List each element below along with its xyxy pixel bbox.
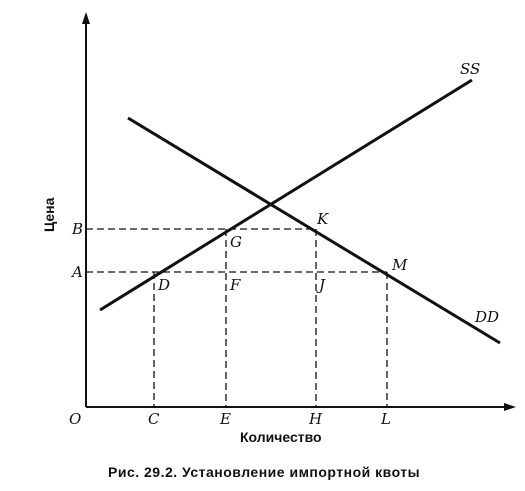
- point-label-f: F: [229, 276, 241, 294]
- point-label-k: K: [316, 210, 329, 228]
- quantity-label-e: E: [219, 410, 231, 428]
- price-label-a: A: [70, 263, 83, 281]
- point-label-m: M: [391, 256, 408, 274]
- point-label-j: J: [316, 276, 326, 294]
- y-axis-title: Цена: [41, 197, 57, 232]
- point-label-d: D: [157, 276, 170, 294]
- price-label-b: B: [71, 220, 83, 238]
- supply-curve: [99, 78, 473, 312]
- point-label-g: G: [230, 233, 242, 251]
- quantity-label-l: L: [380, 410, 391, 428]
- axes: [85, 16, 512, 408]
- quantity-label-c: C: [148, 410, 160, 428]
- supply-label: SS: [460, 60, 480, 78]
- y-axis-arrow-icon: [82, 12, 90, 24]
- demand-curve: [127, 116, 501, 345]
- x-axis-title: Количество: [240, 429, 322, 445]
- origin-label: O: [69, 410, 81, 428]
- demand-label: DD: [474, 308, 499, 326]
- quantity-label-h: H: [308, 410, 323, 428]
- guide-lines: [86, 228, 388, 407]
- x-axis-arrow-icon: [504, 403, 516, 411]
- figure-caption: Рис. 29.2. Установление импортной квоты: [108, 464, 420, 480]
